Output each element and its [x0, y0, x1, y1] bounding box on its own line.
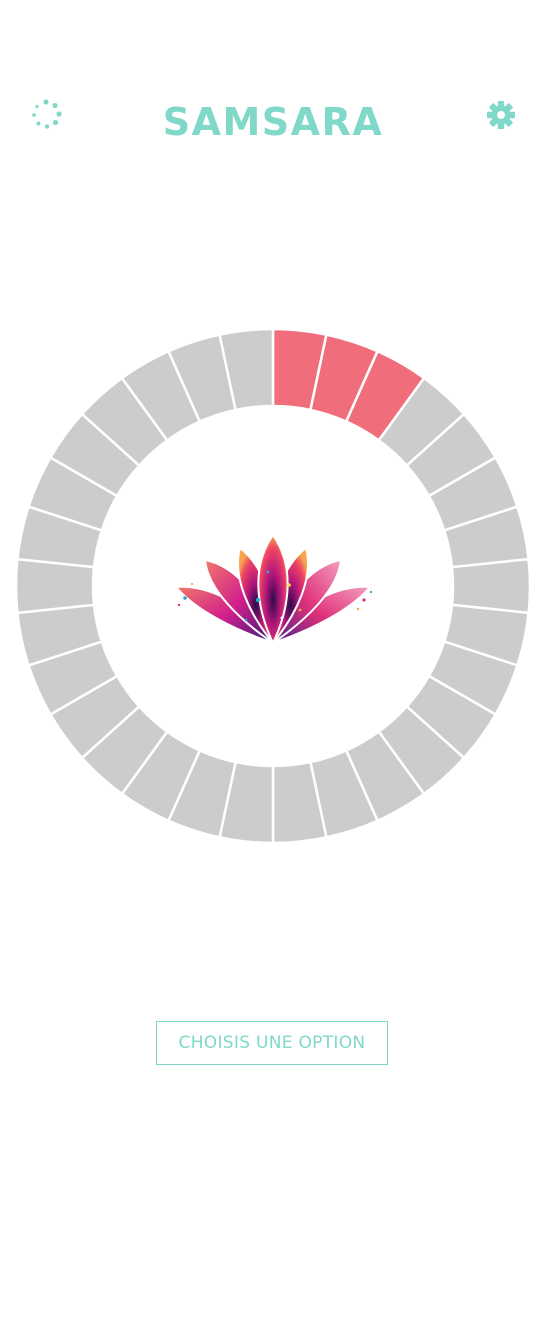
- lotus-icon: [173, 533, 373, 646]
- menu-button[interactable]: [28, 97, 64, 133]
- settings-button[interactable]: [484, 98, 518, 132]
- progress-wheel: [0, 300, 546, 860]
- loading-dots-icon: [32, 99, 62, 129]
- wheel-svg: [14, 327, 532, 845]
- app-header: SAMSARA: [0, 0, 546, 170]
- choose-option-button[interactable]: CHOISIS UNE OPTION: [156, 1021, 388, 1065]
- gear-icon: [487, 101, 515, 129]
- wheel-segment-empty: [218, 327, 275, 412]
- app-title: SAMSARA: [162, 100, 384, 144]
